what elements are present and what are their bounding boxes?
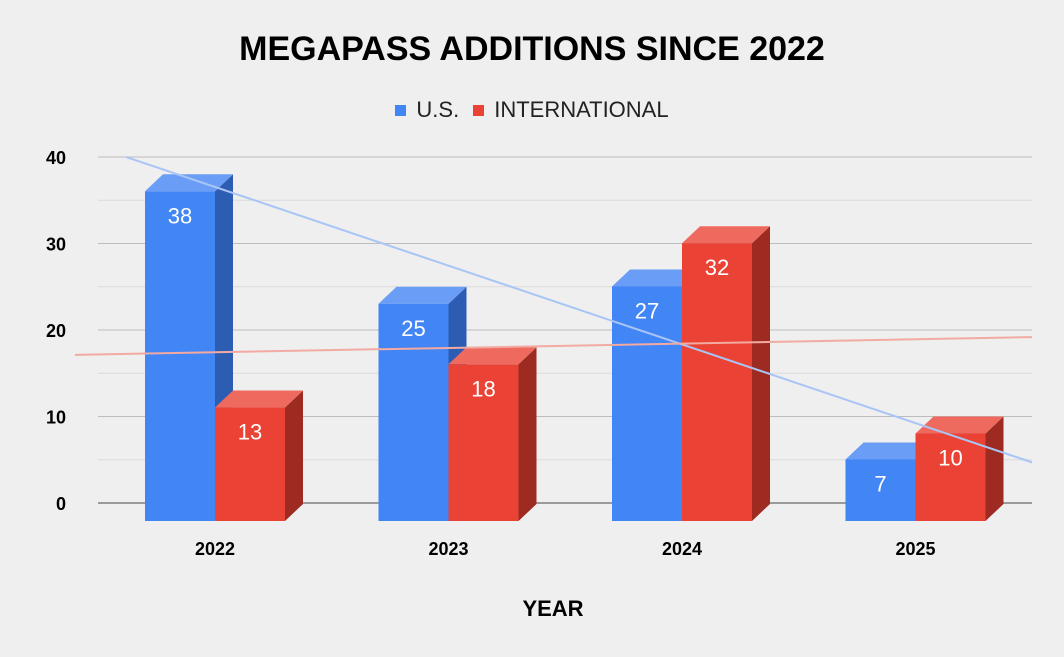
legend-item-us[interactable]: U.S. [395,97,459,123]
legend-label-international: INTERNATIONAL [494,97,669,122]
bar-top-international [215,390,303,408]
data-label: 38 [168,203,192,228]
data-label: 27 [635,298,659,323]
bar-side-international [985,416,1004,521]
bar-side-international [285,390,303,521]
x-tick-label: 2023 [428,539,468,559]
bar-side-international [518,347,537,521]
legend: U.S. INTERNATIONAL [0,97,1064,123]
trendline-us [125,156,1033,464]
y-tick-label: 20 [46,321,66,341]
bar-us-2023[interactable] [378,303,449,521]
bar-top-us [845,442,934,460]
x-tick-label: 2022 [195,539,235,559]
bar-top-us [378,286,467,304]
legend-swatch-international [473,104,485,116]
bar-us-2025[interactable] [845,459,916,521]
bar-us-2022[interactable] [145,191,215,522]
data-label: 25 [401,316,425,341]
bar-side-international [752,226,770,521]
bar-top-international [915,416,1004,434]
bar-international-2025[interactable] [915,433,986,522]
x-tick-label: 2025 [895,539,935,559]
y-tick-label: 30 [46,235,66,255]
legend-swatch-us [395,104,407,116]
legend-item-international[interactable]: INTERNATIONAL [473,97,669,123]
y-tick-label: 0 [56,494,66,514]
bar-top-us [145,174,233,192]
bar-international-2024[interactable] [682,243,752,521]
data-label: 32 [705,255,729,280]
y-tick-label: 40 [46,148,66,168]
data-label: 18 [471,376,495,401]
bar-top-international [448,347,537,365]
trendline-international [74,336,1033,356]
legend-label-us: U.S. [416,97,460,122]
bar-top-us [612,269,700,287]
chart-title: MEGAPASS ADDITIONS SINCE 2022 [239,30,825,68]
x-axis-title: YEAR [522,596,584,621]
y-tick-label: 10 [46,408,66,428]
data-label: 7 [874,471,886,496]
bar-top-international [682,226,770,244]
x-tick-label: 2024 [662,539,702,559]
data-label: 13 [238,420,262,445]
bar-international-2022[interactable] [215,407,285,521]
bar-international-2023[interactable] [448,364,519,521]
data-label: 10 [938,446,962,471]
